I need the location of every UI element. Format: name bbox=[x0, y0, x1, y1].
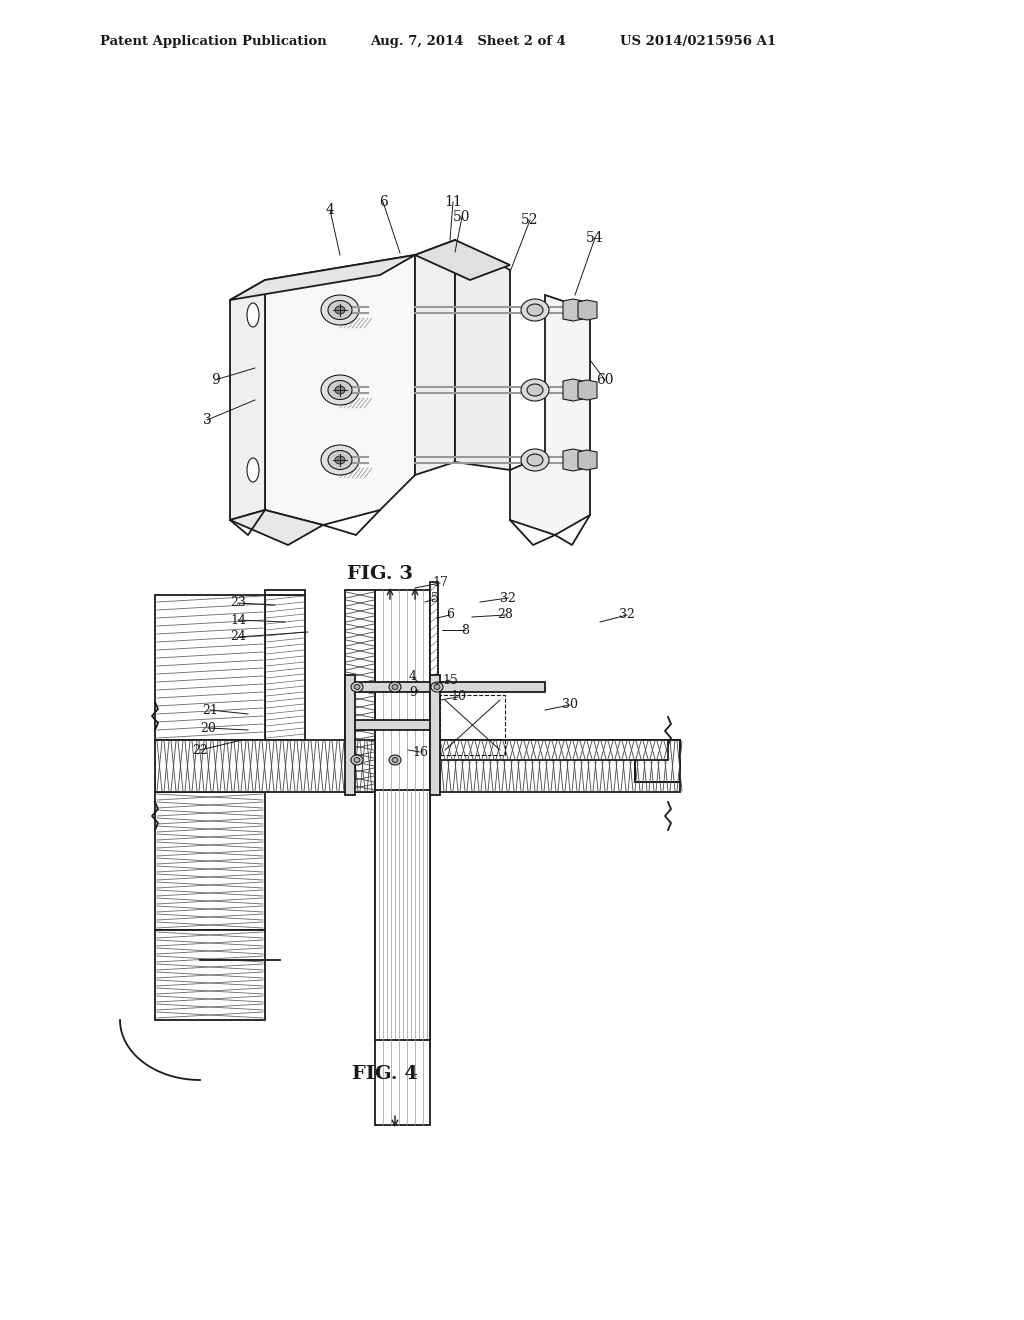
Ellipse shape bbox=[392, 685, 398, 689]
Bar bbox=[635, 741, 680, 781]
Ellipse shape bbox=[354, 685, 360, 689]
Bar bbox=[345, 590, 375, 792]
Polygon shape bbox=[415, 240, 510, 280]
Text: 4: 4 bbox=[409, 671, 417, 684]
Polygon shape bbox=[265, 255, 415, 525]
Polygon shape bbox=[230, 280, 265, 520]
Ellipse shape bbox=[321, 294, 359, 325]
Ellipse shape bbox=[521, 449, 549, 471]
Text: 21: 21 bbox=[202, 704, 218, 717]
Ellipse shape bbox=[434, 685, 440, 689]
Text: 32: 32 bbox=[620, 609, 635, 622]
Text: 10: 10 bbox=[450, 690, 466, 704]
Polygon shape bbox=[563, 300, 583, 321]
Polygon shape bbox=[578, 380, 597, 400]
Text: 4: 4 bbox=[326, 203, 335, 216]
Text: 6: 6 bbox=[379, 195, 387, 209]
Ellipse shape bbox=[351, 682, 362, 692]
Bar bbox=[155, 792, 265, 931]
Ellipse shape bbox=[335, 385, 345, 393]
Ellipse shape bbox=[389, 682, 401, 692]
Text: 28: 28 bbox=[497, 609, 513, 622]
Text: 6: 6 bbox=[446, 609, 454, 622]
Text: 30: 30 bbox=[562, 698, 578, 711]
Text: 24: 24 bbox=[230, 631, 246, 644]
Text: 9: 9 bbox=[409, 686, 417, 700]
Bar bbox=[375, 590, 430, 1125]
Bar bbox=[345, 682, 545, 692]
Bar bbox=[430, 741, 680, 792]
Text: 22: 22 bbox=[193, 743, 208, 756]
Ellipse shape bbox=[247, 458, 259, 482]
Bar bbox=[430, 582, 438, 792]
Text: 54: 54 bbox=[586, 231, 604, 246]
Text: US 2014/0215956 A1: US 2014/0215956 A1 bbox=[620, 36, 776, 48]
Polygon shape bbox=[230, 510, 323, 545]
Ellipse shape bbox=[335, 306, 345, 314]
Ellipse shape bbox=[335, 455, 345, 465]
Ellipse shape bbox=[521, 300, 549, 321]
Polygon shape bbox=[563, 449, 583, 471]
Text: 8: 8 bbox=[461, 623, 469, 636]
Ellipse shape bbox=[321, 445, 359, 475]
Text: 5: 5 bbox=[431, 593, 439, 606]
Polygon shape bbox=[230, 255, 415, 300]
Ellipse shape bbox=[527, 384, 543, 396]
Text: 52: 52 bbox=[521, 213, 539, 227]
Text: 14: 14 bbox=[230, 614, 246, 627]
Ellipse shape bbox=[389, 755, 401, 766]
Polygon shape bbox=[578, 450, 597, 470]
Text: 50: 50 bbox=[454, 210, 471, 224]
Bar bbox=[155, 931, 265, 1020]
Text: 16: 16 bbox=[412, 746, 428, 759]
Ellipse shape bbox=[328, 380, 352, 400]
Bar bbox=[430, 675, 440, 795]
Ellipse shape bbox=[354, 758, 360, 763]
Text: FIG. 4: FIG. 4 bbox=[352, 1065, 418, 1082]
Ellipse shape bbox=[328, 450, 352, 470]
Polygon shape bbox=[578, 300, 597, 319]
Ellipse shape bbox=[392, 758, 398, 763]
Text: 23: 23 bbox=[230, 597, 246, 610]
Polygon shape bbox=[510, 294, 590, 535]
Text: 20: 20 bbox=[200, 722, 216, 734]
Bar bbox=[155, 595, 265, 741]
Text: 17: 17 bbox=[432, 577, 447, 590]
Bar bbox=[440, 696, 505, 755]
Text: 32: 32 bbox=[500, 591, 516, 605]
Text: Aug. 7, 2014   Sheet 2 of 4: Aug. 7, 2014 Sheet 2 of 4 bbox=[370, 36, 566, 48]
Ellipse shape bbox=[351, 755, 362, 766]
Ellipse shape bbox=[521, 379, 549, 401]
Bar bbox=[635, 741, 680, 781]
Polygon shape bbox=[415, 240, 455, 475]
Text: 15: 15 bbox=[442, 673, 458, 686]
Ellipse shape bbox=[328, 301, 352, 319]
Bar bbox=[265, 595, 305, 741]
Bar bbox=[375, 789, 430, 1040]
Ellipse shape bbox=[527, 304, 543, 315]
Text: 9: 9 bbox=[211, 374, 219, 387]
Ellipse shape bbox=[431, 682, 443, 692]
Bar bbox=[345, 719, 435, 730]
Text: 60: 60 bbox=[596, 374, 613, 387]
Ellipse shape bbox=[321, 375, 359, 405]
Bar bbox=[265, 590, 305, 595]
Ellipse shape bbox=[247, 304, 259, 327]
Ellipse shape bbox=[527, 454, 543, 466]
Bar bbox=[155, 741, 375, 792]
Text: 11: 11 bbox=[444, 195, 462, 209]
Text: FIG. 3: FIG. 3 bbox=[347, 565, 413, 583]
Text: Patent Application Publication: Patent Application Publication bbox=[100, 36, 327, 48]
Polygon shape bbox=[563, 379, 583, 401]
Text: 3: 3 bbox=[203, 413, 211, 426]
Bar bbox=[438, 741, 668, 760]
Bar bbox=[345, 675, 355, 795]
Polygon shape bbox=[455, 240, 510, 470]
